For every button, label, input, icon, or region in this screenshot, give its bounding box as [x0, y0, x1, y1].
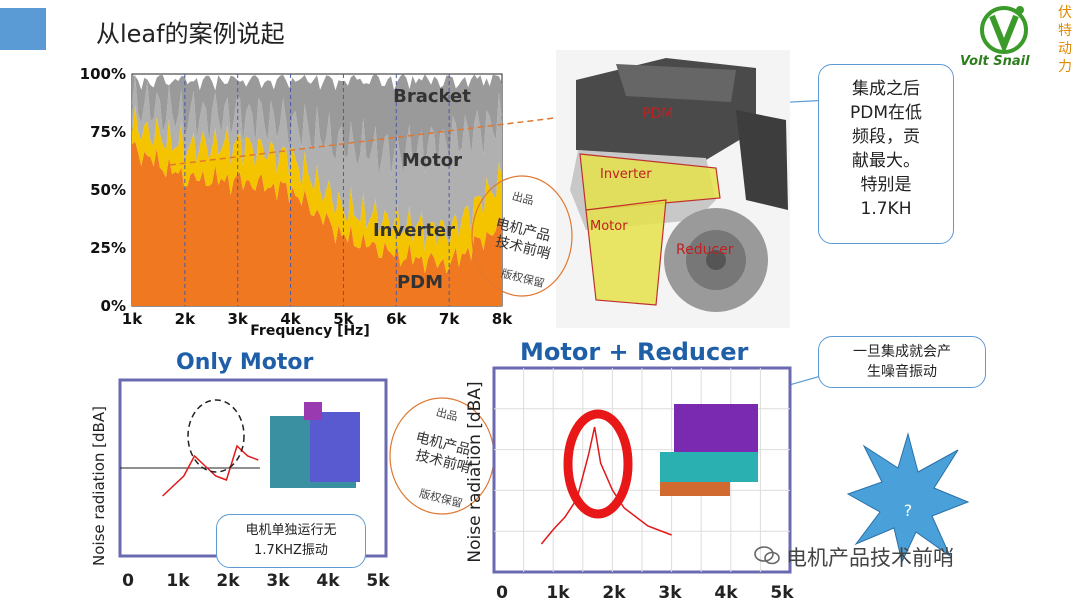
- stamp-bottom-text: 版权保留: [500, 266, 546, 290]
- star-question-mark: ?: [904, 501, 913, 520]
- copyright-stamp-upper: 出品 电机产品 技术前哨 版权保留: [471, 175, 573, 297]
- stamp-top-text: 出品: [435, 405, 460, 424]
- wechat-icon: [754, 546, 780, 565]
- callout1-line: PDM在低: [849, 103, 922, 123]
- x-tick-label: 5k: [770, 583, 794, 602]
- highlight-red-ellipse: [563, 409, 633, 519]
- callout-motor-only: 电机单独运行无 1.7KHZ振动: [216, 514, 366, 568]
- only-motor-title: Only Motor: [176, 350, 314, 375]
- brand-logo: Volt Snail 伏特动力: [960, 2, 1080, 76]
- engine-label-reducer: Reducer: [676, 242, 734, 258]
- leader-dashed-line: [169, 109, 621, 166]
- layer-label-bracket: Bracket: [393, 86, 471, 107]
- title-accent-bar: [0, 8, 46, 50]
- callout-integration-pdm: 集成之后 PDM在低 频段，贡 献最大。 特别是 1.7KH: [818, 64, 954, 244]
- x-tick-label: 3k: [266, 571, 290, 591]
- powertrain-illustration: PDM Inverter Motor Reducer: [556, 50, 790, 328]
- callout3-line: 电机单独运行无: [245, 523, 337, 538]
- highlight-dashed-ellipse: [187, 399, 245, 473]
- x-tick-label: 1k: [546, 583, 570, 602]
- x-tick-label: 4k: [316, 571, 340, 591]
- callout1-line: 1.7KH: [860, 199, 912, 219]
- y-tick-label: 75%: [90, 123, 126, 141]
- x-tick-label: 5k: [366, 571, 390, 591]
- x-tick-label: 4k: [280, 310, 301, 328]
- motor-reducer-title: Motor + Reducer: [520, 338, 749, 366]
- area-bracket: [132, 74, 502, 176]
- page-title: 从leaf的案例说起: [96, 20, 285, 48]
- y-tick-label: 0%: [101, 297, 126, 315]
- callout1-line: 献最大。: [852, 151, 920, 171]
- x-axis-label: Frequency [Hz]: [250, 323, 369, 339]
- only-motor-ylabel: Noise radiation [dBA]: [90, 406, 108, 566]
- y-tick-label: 100%: [80, 65, 126, 83]
- callout1-line: 特别是: [860, 175, 912, 195]
- stamp-top-text: 出品: [511, 189, 536, 208]
- watermark-text: 电机产品技术前哨: [786, 546, 954, 570]
- x-tick-label: 8k: [492, 310, 513, 328]
- x-tick-label: 2k: [216, 571, 240, 591]
- x-tick-label: 6k: [386, 310, 407, 328]
- engine-label-inverter: Inverter: [600, 167, 652, 182]
- engine-label-motor: Motor: [590, 219, 628, 234]
- x-tick-label: 0: [496, 583, 508, 602]
- callout1-line: 频段，贡: [852, 127, 920, 147]
- stamp-bottom-text: 版权保留: [418, 486, 464, 510]
- motor-reducer-ylabel: Noise radiation [dBA]: [465, 381, 485, 562]
- layer-label-motor: Motor: [402, 150, 462, 171]
- copyright-stamp-lower: 出品 电机产品 技术前哨 版权保留: [389, 397, 495, 515]
- motor-reducer-series-line: [540, 426, 672, 545]
- callout2-line: 生噪音振动: [867, 364, 937, 380]
- callout1-line: 集成之后: [852, 79, 920, 99]
- x-tick-label: 1k: [122, 310, 143, 328]
- y-tick-label: 50%: [90, 181, 126, 199]
- callout3-line: 1.7KHZ振动: [254, 543, 328, 558]
- logo-brand-text: Volt Snail: [960, 54, 1030, 69]
- area-pdm: [132, 141, 502, 306]
- x-tick-label: 5k: [333, 310, 354, 328]
- logo-vertical-text: 伏特动力: [1058, 5, 1072, 75]
- x-tick-label: 2k: [602, 583, 626, 602]
- x-tick-label: 4k: [714, 583, 738, 602]
- question-star-shape: ?: [846, 432, 970, 564]
- stacked-area-chart: 100% 75% 50% 25% 0% 1k 2k 3k 4k 5k 6k 7k 8k Bracket…: [62, 62, 522, 340]
- area-motor: [132, 74, 502, 251]
- x-tick-label: 2k: [175, 310, 196, 328]
- x-tick-label: 7k: [439, 310, 460, 328]
- layer-label-inverter: Inverter: [373, 220, 455, 241]
- only-motor-series-line: [162, 444, 259, 497]
- engine-label-pdm: PDM: [642, 106, 673, 122]
- area-inverter: [132, 105, 502, 274]
- callout-integration-noise: 一旦集成就会产 生噪音振动: [818, 336, 986, 388]
- volt-snail-logo-icon: [980, 6, 1028, 55]
- x-tick-label: 3k: [228, 310, 249, 328]
- x-tick-label: 1k: [166, 571, 190, 591]
- callout2-line: 一旦集成就会产: [853, 344, 951, 360]
- motor-reducer-chart: Noise radiation [dBA] 0 1k 2k 3k 4k 5k: [465, 366, 794, 602]
- y-tick-label: 25%: [90, 239, 126, 257]
- x-tick-label: 0: [122, 571, 134, 591]
- x-tick-label: 3k: [658, 583, 682, 602]
- layer-label-pdm: PDM: [397, 272, 443, 293]
